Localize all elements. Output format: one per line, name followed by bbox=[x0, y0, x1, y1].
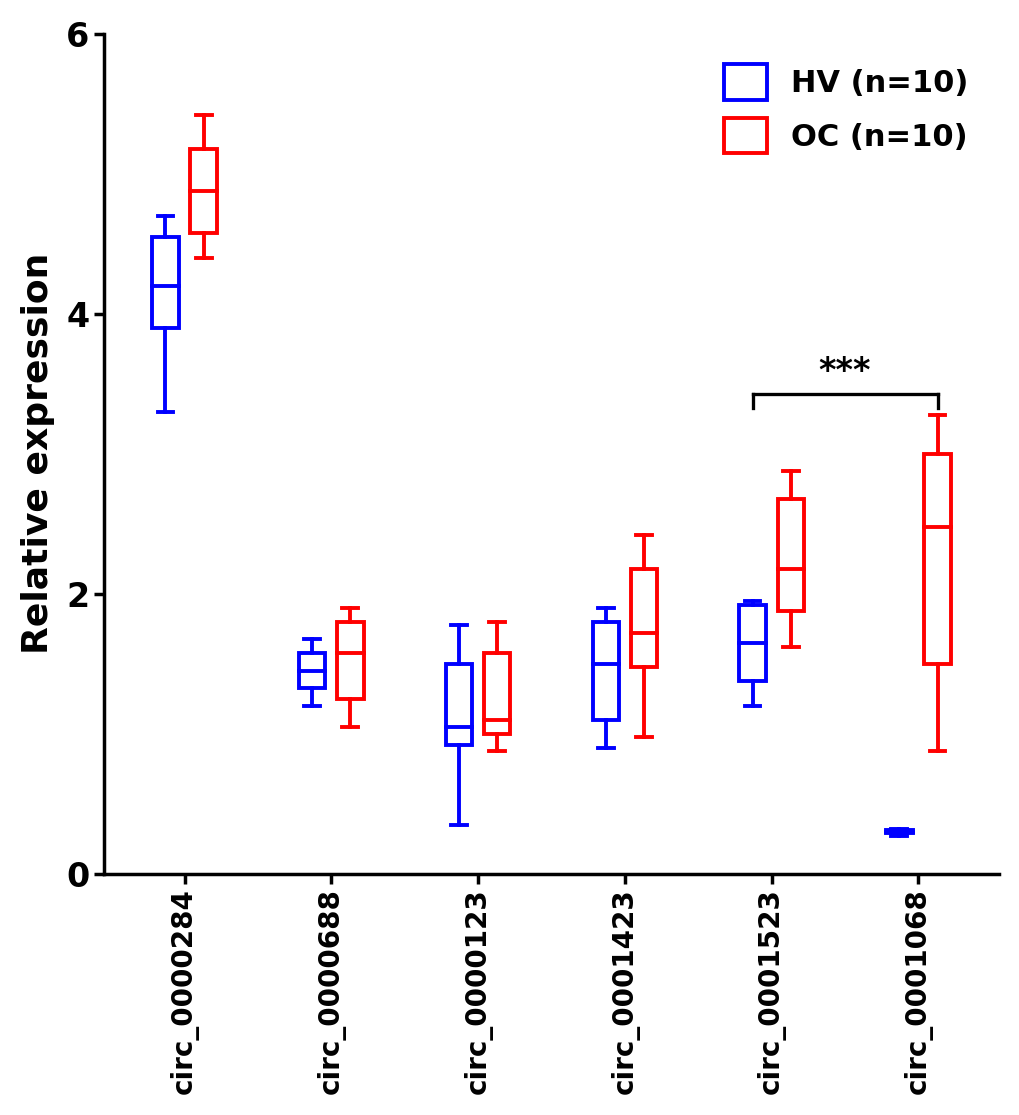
FancyBboxPatch shape bbox=[483, 652, 510, 734]
FancyBboxPatch shape bbox=[776, 498, 803, 611]
Text: ***: *** bbox=[818, 355, 870, 388]
FancyBboxPatch shape bbox=[299, 652, 325, 688]
FancyBboxPatch shape bbox=[592, 622, 619, 719]
Y-axis label: Relative expression: Relative expression bbox=[20, 253, 55, 655]
FancyBboxPatch shape bbox=[739, 605, 765, 680]
FancyBboxPatch shape bbox=[923, 454, 950, 663]
FancyBboxPatch shape bbox=[152, 236, 178, 328]
FancyBboxPatch shape bbox=[445, 663, 472, 745]
FancyBboxPatch shape bbox=[191, 148, 217, 233]
FancyBboxPatch shape bbox=[886, 831, 912, 833]
Legend: HV (n=10), OC (n=10): HV (n=10), OC (n=10) bbox=[708, 49, 983, 168]
FancyBboxPatch shape bbox=[630, 569, 656, 667]
FancyBboxPatch shape bbox=[337, 622, 363, 699]
